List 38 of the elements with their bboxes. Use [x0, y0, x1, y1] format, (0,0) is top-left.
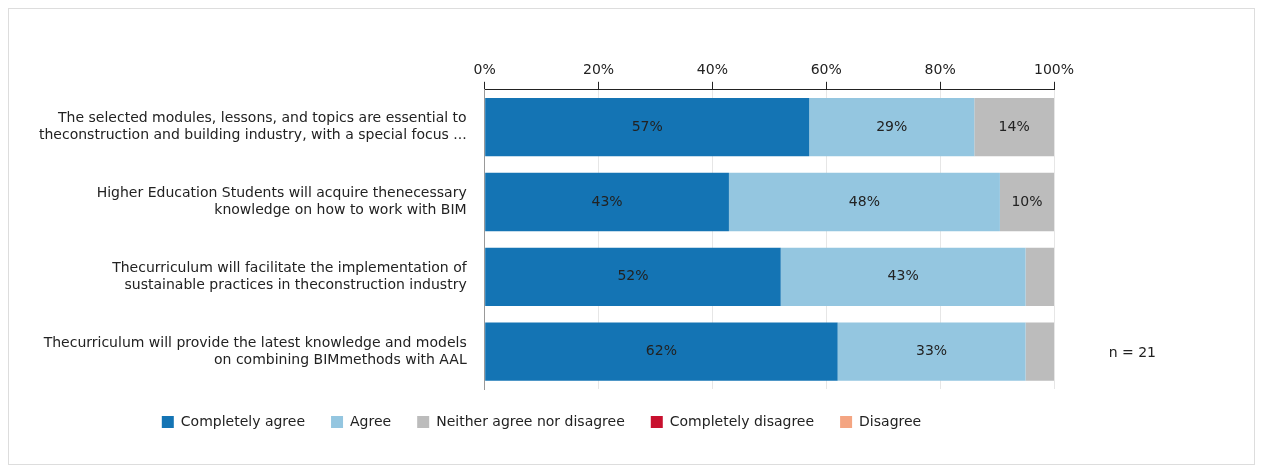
data-label: 14% [998, 117, 1030, 134]
data-label: 29% [876, 117, 908, 134]
data-label: 33% [916, 342, 948, 359]
bar [485, 247, 781, 306]
bar [485, 172, 729, 232]
y-tick-label: The selected modules, lessons, and topics are essential to theconstruction and building industry, with a special focus ... [38, 109, 467, 143]
x-tick-label: 100% [1033, 61, 1075, 78]
bar [809, 98, 975, 157]
data-label: 62% [645, 342, 677, 359]
text: n = 21 [1108, 344, 1156, 360]
legend-label: Completely agree [180, 412, 306, 429]
bar [974, 98, 1054, 157]
data-label: 52% [617, 267, 649, 284]
legend-label: Completely disagree [669, 412, 815, 429]
y-tick-label: Higher Education Students will acquire thenecessary knowledge on how to work with BIM [96, 184, 467, 218]
legend-label: Agree [350, 412, 392, 429]
bar [485, 322, 838, 381]
bar [837, 322, 1026, 381]
bar [485, 98, 810, 157]
data-label: 43% [591, 192, 623, 209]
x-tick-label: 80% [924, 61, 956, 78]
bar [780, 247, 1026, 306]
data-label: 57% [631, 117, 663, 134]
data-label: 10% [1011, 192, 1043, 209]
x-tick-label: 0% [473, 61, 496, 78]
x-tick-label: 60% [810, 61, 842, 78]
bar [1025, 322, 1054, 381]
bar [1025, 247, 1054, 306]
data-label: 43% [887, 267, 919, 284]
data-label: 48% [848, 192, 880, 209]
legend-label: Disagree [859, 412, 922, 429]
bar [999, 172, 1054, 232]
bar [728, 172, 1000, 232]
legend-label: Neither agree nor disagree [436, 412, 625, 429]
x-tick-label: 40% [696, 61, 728, 78]
x-tick-label: 20% [582, 61, 615, 78]
y-tick-label: Thecurriculum will provide the latest knowledge and models on combining BIMmethods with AAL [42, 333, 467, 367]
y-tick-label: Thecurriculum will facilitate the implementation of sustainable practices in theconstruction industry [111, 259, 468, 292]
